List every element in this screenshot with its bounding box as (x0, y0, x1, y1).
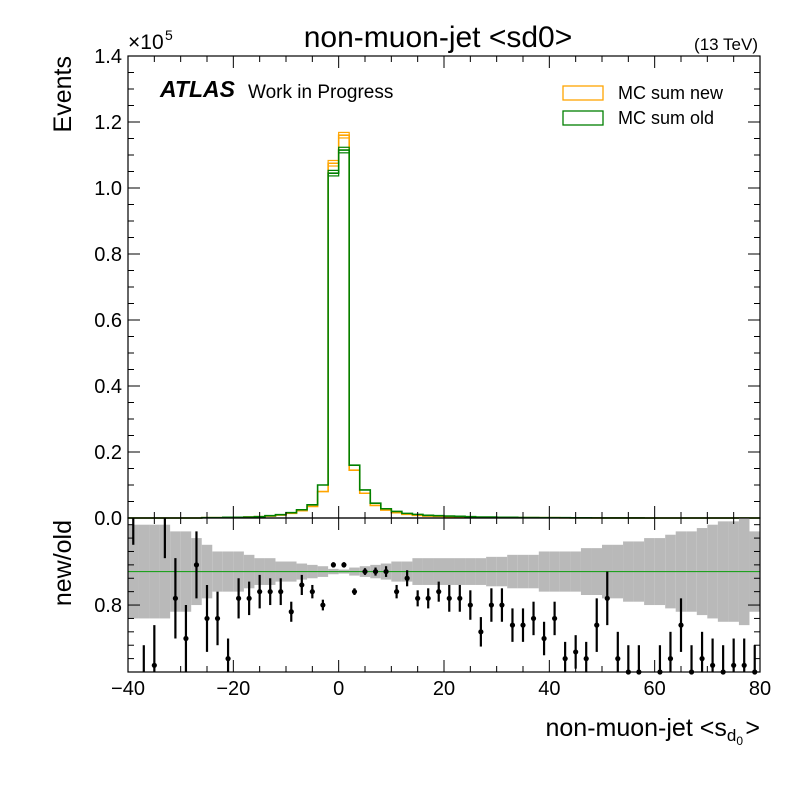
ratio-point (267, 589, 273, 595)
ratio-point (478, 629, 484, 635)
x-tick-label: −20 (216, 678, 250, 700)
legend-label-old: MC sum old (618, 108, 714, 128)
series-old-histogram (128, 149, 760, 519)
ratio-point (552, 615, 558, 622)
x-axis-label-end: > (745, 714, 760, 742)
ratio-point (320, 602, 326, 608)
legend: MC sum new MC sum old (562, 83, 724, 128)
ratio-point (288, 609, 294, 615)
ratio-point (246, 595, 252, 601)
ratio-point (446, 595, 452, 601)
x-tick-label: 40 (538, 678, 560, 700)
y-tick-label: 0.8 (94, 244, 122, 266)
series-new-histogram (128, 134, 760, 519)
ratio-point (151, 662, 157, 668)
status-label: Work in Progress (248, 82, 393, 103)
ratio-point (530, 615, 537, 622)
series-new-error-box (338, 131, 350, 139)
atlas-label: ATLAS Work in Progress (159, 76, 393, 103)
ratio-panel: −40 −20 0 20 40 60 80 0.8 (94, 517, 771, 700)
y-tick-label: 1.4 (94, 46, 122, 68)
ratio-point (383, 568, 389, 575)
y-tick-label: 1.2 (94, 112, 122, 134)
series-old-error-box (327, 169, 340, 177)
x-axis-label-sub: d (727, 726, 736, 745)
legend-label-new: MC sum new (618, 83, 724, 103)
legend-swatch-new (562, 85, 604, 101)
y-tick-label: 0.0 (94, 508, 122, 530)
x-axis-label-main: non-muon-jet <s (545, 714, 726, 742)
energy-label: (13 TeV) (694, 35, 758, 54)
ratio-point (257, 589, 263, 595)
ratio-point (741, 662, 747, 668)
ratio-point (415, 595, 421, 601)
y-tick-label: 0.2 (94, 442, 122, 464)
ratio-point (394, 589, 400, 595)
y-scale-label: ×10 (128, 31, 164, 54)
x-tick-label: 0 (333, 678, 344, 700)
experiment-label: ATLAS (159, 76, 236, 102)
ratio-point (341, 562, 347, 568)
ratio-point (236, 595, 242, 601)
ratio-point (678, 622, 684, 628)
ratio-point (193, 562, 200, 568)
y-axis-label-ratio: new/old (49, 520, 77, 606)
y-scale-exponent: 5 (165, 27, 173, 43)
ratio-ticks: −40 −20 0 20 40 60 80 0.8 (94, 518, 771, 700)
x-tick-label: 60 (644, 678, 666, 700)
ratio-point (457, 595, 463, 601)
ratio-point (509, 622, 516, 628)
ratio-point (731, 662, 737, 668)
ratio-point (278, 589, 284, 595)
ratio-point (372, 568, 379, 575)
y-tick-label: 1.0 (94, 178, 122, 200)
ratio-point (425, 595, 431, 601)
ratio-y-tick-label: 0.8 (94, 595, 122, 617)
legend-swatch-old (562, 110, 604, 126)
ratio-point (351, 589, 358, 595)
ratio-point (562, 656, 568, 662)
ratio-point (594, 622, 600, 628)
ratio-point (309, 589, 315, 595)
ratio-point (330, 562, 336, 568)
x-tick-label: −40 (111, 678, 145, 700)
ratio-point (583, 656, 589, 662)
ratio-point (467, 602, 473, 608)
x-axis-label: non-muon-jet <sd0 > (545, 714, 760, 748)
ratio-point (710, 662, 716, 668)
ratio-point (436, 589, 442, 595)
ratio-point (699, 656, 705, 662)
ratio-point (499, 602, 505, 608)
main-series-group (128, 131, 760, 519)
ratio-point (573, 649, 579, 655)
x-axis-label-subsub: 0 (736, 734, 743, 748)
ratio-point (520, 622, 526, 628)
ratio-point (183, 635, 189, 642)
y-axis-label-main: Events (49, 56, 77, 132)
x-tick-label: 80 (749, 678, 771, 700)
ratio-point (404, 575, 410, 581)
ratio-point (299, 582, 305, 588)
ratio-point (541, 635, 547, 642)
ratio-point (362, 568, 368, 575)
x-tick-label: 20 (433, 678, 455, 700)
main-ticks: 0.0 0.2 0.4 0.6 0.8 1.0 1.2 1.4 (94, 46, 761, 530)
y-tick-label: 0.6 (94, 310, 122, 332)
y-tick-label: 0.4 (94, 376, 122, 398)
ratio-point (604, 595, 610, 601)
ratio-point (225, 656, 231, 662)
series-old-error-box (338, 146, 350, 154)
ratio-point (667, 656, 674, 662)
y-scale-multiplier: ×10 5 (128, 27, 173, 54)
ratio-point (488, 602, 494, 608)
ratio-point (204, 615, 210, 622)
plot-title: non-muon-jet <sd0> (304, 21, 573, 54)
svg-text:non-muon-jet <sd0: non-muon-jet <sd0 (545, 714, 743, 748)
ratio-point (214, 615, 221, 622)
ratio-point (615, 656, 621, 662)
ratio-point (172, 595, 178, 601)
